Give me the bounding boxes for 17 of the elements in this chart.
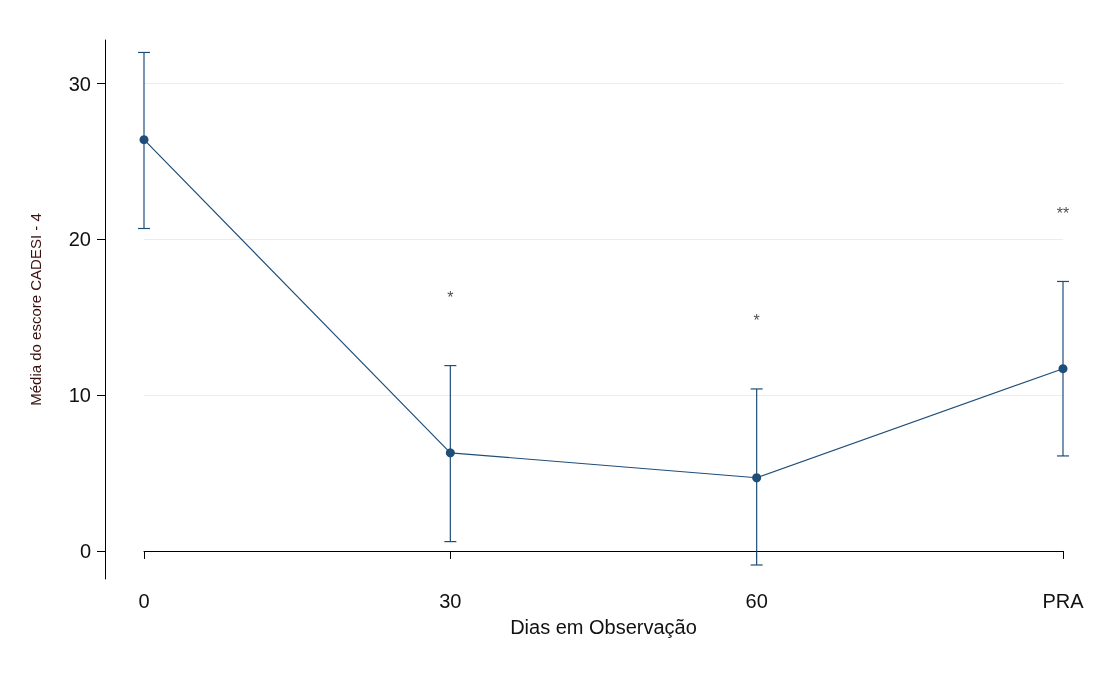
y-tick-label: 30 <box>68 72 91 95</box>
x-tick-label: 0 <box>138 590 150 612</box>
y-tick-label: 0 <box>79 539 91 562</box>
annotation: * <box>447 289 454 307</box>
x-tick-label: PRA <box>1042 590 1085 612</box>
y-tick-label: 10 <box>68 384 91 407</box>
point <box>139 135 149 145</box>
x-axis-title: Dias em Observação <box>510 616 697 638</box>
annotation: * <box>753 312 760 330</box>
y-axis-title: Média do escore CADESI - 4 <box>27 213 44 406</box>
x-tick-label: 30 <box>439 590 462 612</box>
y-tick-label: 20 <box>68 228 91 251</box>
x-tick-label: 60 <box>745 590 768 612</box>
point <box>1058 364 1068 374</box>
point <box>752 473 762 483</box>
annotation: ** <box>1056 204 1070 222</box>
point <box>445 448 455 458</box>
